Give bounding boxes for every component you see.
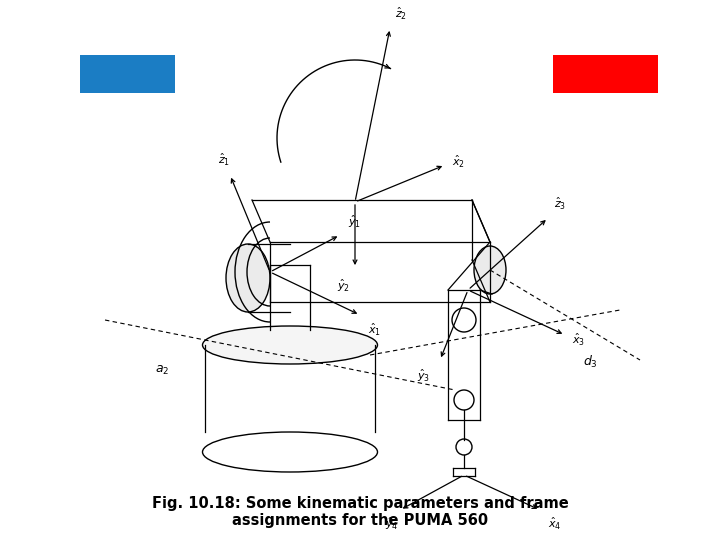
Text: $\hat{z}_3$: $\hat{z}_3$ [554,196,566,212]
Text: $\hat{y}_1$: $\hat{y}_1$ [348,214,361,230]
Circle shape [456,439,472,455]
Text: $\hat{y}_3$: $\hat{y}_3$ [417,368,430,384]
Text: $\hat{z}_1$: $\hat{z}_1$ [218,152,230,168]
Text: $\hat{x}_4$: $\hat{x}_4$ [548,516,562,532]
Circle shape [452,308,476,332]
Text: $a_2$: $a_2$ [155,363,169,376]
Bar [80,55,175,93]
Text: $\hat{x}_3$: $\hat{x}_3$ [572,332,585,348]
Ellipse shape [474,246,506,294]
Text: $d_3$: $d_3$ [582,354,598,370]
Bar [553,55,658,93]
Ellipse shape [226,244,270,312]
Text: $\hat{y}_4$: $\hat{y}_4$ [385,516,399,532]
Text: $\hat{y}_2$: $\hat{y}_2$ [337,278,350,294]
Text: $\hat{z}_2$: $\hat{z}_2$ [395,6,407,22]
Text: $\hat{x}_2$: $\hat{x}_2$ [452,154,465,170]
Text: Fig. 10.18: Some kinematic parameters and frame
assignments for the PUMA 560: Fig. 10.18: Some kinematic parameters an… [152,496,568,528]
Circle shape [454,390,474,410]
Ellipse shape [202,326,377,364]
Text: $\hat{x}_1$: $\hat{x}_1$ [368,322,381,338]
